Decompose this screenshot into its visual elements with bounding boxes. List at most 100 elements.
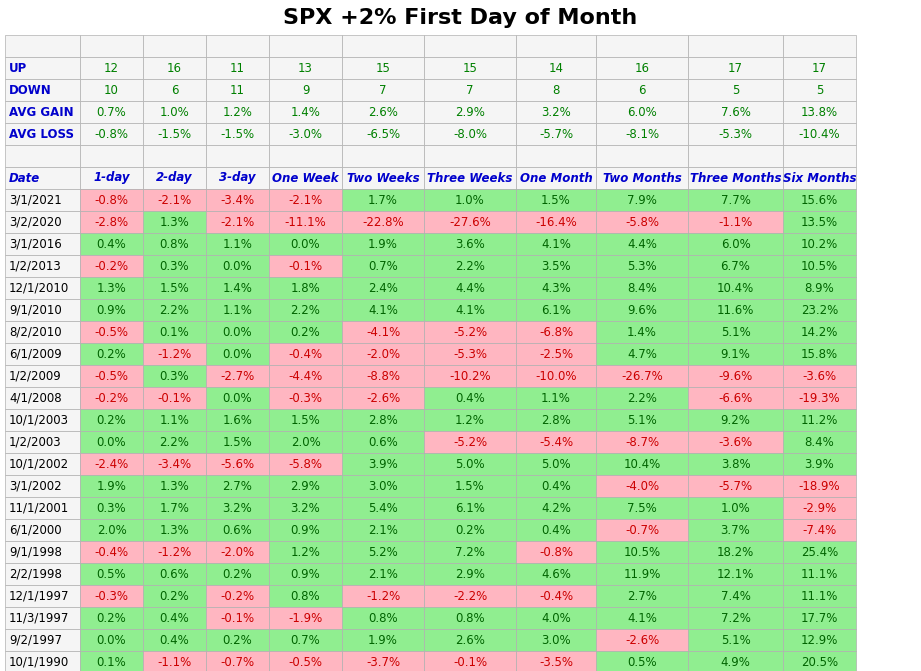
Text: 17: 17 [728, 62, 743, 74]
Bar [688, 233, 783, 255]
Text: 1.5%: 1.5% [455, 480, 484, 493]
Text: 13.8%: 13.8% [801, 105, 838, 119]
Bar [206, 145, 269, 167]
Text: 0.6%: 0.6% [223, 523, 252, 537]
Bar [269, 563, 342, 585]
Bar [342, 123, 424, 145]
Bar [596, 409, 688, 431]
Text: -2.1%: -2.1% [220, 215, 254, 229]
Text: 1.9%: 1.9% [368, 238, 398, 250]
Text: 15: 15 [376, 62, 391, 74]
Bar [80, 365, 143, 387]
Bar [5, 431, 80, 453]
Text: -6.6%: -6.6% [718, 391, 752, 405]
Text: 1.0%: 1.0% [455, 193, 484, 207]
Bar [269, 475, 342, 497]
Bar [206, 585, 269, 607]
Text: -0.4%: -0.4% [95, 546, 129, 558]
Text: -5.2%: -5.2% [453, 325, 487, 338]
Text: 3.9%: 3.9% [805, 458, 834, 470]
Bar [342, 541, 424, 563]
Text: -3.6%: -3.6% [718, 435, 752, 448]
Text: 4.4%: 4.4% [627, 238, 657, 250]
Bar [424, 57, 516, 79]
Text: 0.4%: 0.4% [159, 633, 190, 646]
Text: 12: 12 [104, 62, 119, 74]
Text: 3/1/2021: 3/1/2021 [9, 193, 62, 207]
Bar [5, 453, 80, 475]
Text: 1.5%: 1.5% [542, 193, 571, 207]
Text: 9.6%: 9.6% [627, 303, 657, 317]
Bar [80, 497, 143, 519]
Text: 12/1/2010: 12/1/2010 [9, 282, 69, 295]
Text: 2.0%: 2.0% [291, 435, 321, 448]
Text: -0.1%: -0.1% [220, 611, 254, 625]
Text: 10: 10 [104, 83, 119, 97]
Bar [596, 585, 688, 607]
Bar [5, 123, 80, 145]
Bar [206, 431, 269, 453]
Bar [688, 189, 783, 211]
Bar [596, 541, 688, 563]
Text: DOWN: DOWN [9, 83, 52, 97]
Text: 5.0%: 5.0% [455, 458, 484, 470]
Text: -0.2%: -0.2% [95, 260, 129, 272]
Text: 2.2%: 2.2% [159, 303, 190, 317]
Text: 1.1%: 1.1% [541, 391, 571, 405]
Text: -1.1%: -1.1% [718, 215, 752, 229]
Bar [342, 365, 424, 387]
Text: -3.0%: -3.0% [288, 127, 322, 140]
Text: -0.4%: -0.4% [288, 348, 322, 360]
Text: -16.4%: -16.4% [535, 215, 577, 229]
Text: -0.7%: -0.7% [625, 523, 659, 537]
Bar [143, 343, 206, 365]
Bar [688, 321, 783, 343]
Bar [269, 79, 342, 101]
Text: 1.4%: 1.4% [223, 282, 252, 295]
Text: 9: 9 [302, 83, 309, 97]
Text: 9/1/1998: 9/1/1998 [9, 546, 62, 558]
Bar [269, 651, 342, 671]
Bar [269, 167, 342, 189]
Bar [516, 57, 596, 79]
Bar [783, 167, 856, 189]
Bar [516, 585, 596, 607]
Bar [783, 35, 856, 57]
Text: -5.8%: -5.8% [288, 458, 322, 470]
Bar [783, 585, 856, 607]
Text: SPX +2% First Day of Month: SPX +2% First Day of Month [284, 8, 637, 28]
Text: 15: 15 [462, 62, 477, 74]
Bar [516, 211, 596, 233]
Bar [143, 431, 206, 453]
Bar [783, 365, 856, 387]
Bar [143, 387, 206, 409]
Bar [269, 607, 342, 629]
Bar [342, 453, 424, 475]
Text: 1.8%: 1.8% [291, 282, 321, 295]
Bar [342, 57, 424, 79]
Bar [269, 497, 342, 519]
Bar [516, 101, 596, 123]
Bar [269, 387, 342, 409]
Text: -5.4%: -5.4% [539, 435, 573, 448]
Bar [596, 299, 688, 321]
Bar [596, 629, 688, 651]
Text: 4.4%: 4.4% [455, 282, 485, 295]
Bar [688, 79, 783, 101]
Text: -5.8%: -5.8% [625, 215, 659, 229]
Text: -0.3%: -0.3% [288, 391, 322, 405]
Bar [269, 431, 342, 453]
Bar [424, 387, 516, 409]
Bar [80, 563, 143, 585]
Text: 0.2%: 0.2% [223, 568, 252, 580]
Text: 10.5%: 10.5% [624, 546, 660, 558]
Bar [206, 629, 269, 651]
Text: 5.3%: 5.3% [627, 260, 657, 272]
Bar [424, 563, 516, 585]
Bar [80, 167, 143, 189]
Bar [596, 453, 688, 475]
Bar [516, 409, 596, 431]
Text: 17.7%: 17.7% [801, 611, 838, 625]
Bar [206, 541, 269, 563]
Text: 0.0%: 0.0% [97, 633, 126, 646]
